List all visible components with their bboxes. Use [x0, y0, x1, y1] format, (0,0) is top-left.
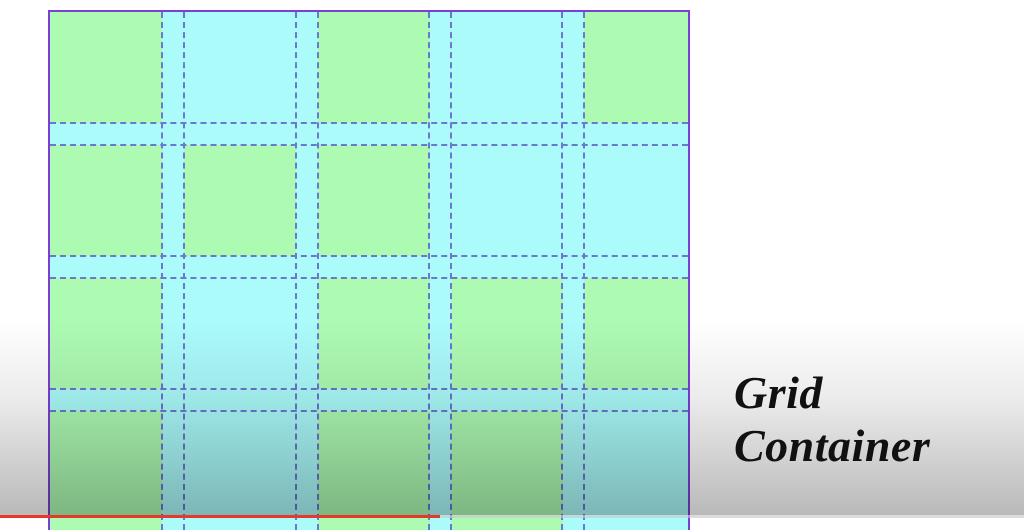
- grid-container: [48, 10, 690, 530]
- grid-item: [184, 145, 296, 256]
- grid-empty-cell: [584, 411, 688, 530]
- grid-item: [318, 278, 430, 389]
- grid-empty-cell: [184, 12, 296, 123]
- grid-item: [318, 145, 430, 256]
- grid-column-line: [450, 12, 452, 530]
- grid-empty-cell: [184, 278, 296, 389]
- grid-row-line: [50, 144, 688, 146]
- grid-row-line: [50, 255, 688, 257]
- grid-container-label: Grid Container: [734, 367, 931, 471]
- video-progress-remaining[interactable]: [440, 515, 1024, 518]
- grid-column-line: [161, 12, 163, 530]
- grid-item: [451, 411, 563, 530]
- grid-item: [318, 12, 430, 123]
- grid-item: [50, 12, 162, 123]
- grid-item: [584, 12, 688, 123]
- grid-item: [50, 411, 162, 530]
- grid-row-line: [50, 388, 688, 390]
- grid-column-line: [183, 12, 185, 530]
- grid-column-line: [317, 12, 319, 530]
- grid-item: [50, 278, 162, 389]
- grid-item: [451, 278, 563, 389]
- grid-row-line: [50, 122, 688, 124]
- grid-column-line: [561, 12, 563, 530]
- grid-row-line: [50, 410, 688, 412]
- grid-empty-cell: [451, 145, 563, 256]
- grid-item: [318, 411, 430, 530]
- video-progress-bar[interactable]: [0, 515, 441, 518]
- grid-item: [50, 145, 162, 256]
- grid-empty-cell: [184, 411, 296, 530]
- grid-column-line: [295, 12, 297, 530]
- grid-column-line: [428, 12, 430, 530]
- grid-row-line: [50, 277, 688, 279]
- grid-empty-cell: [451, 12, 563, 123]
- grid-column-line: [583, 12, 585, 530]
- grid-empty-cell: [584, 145, 688, 256]
- grid-item: [584, 278, 688, 389]
